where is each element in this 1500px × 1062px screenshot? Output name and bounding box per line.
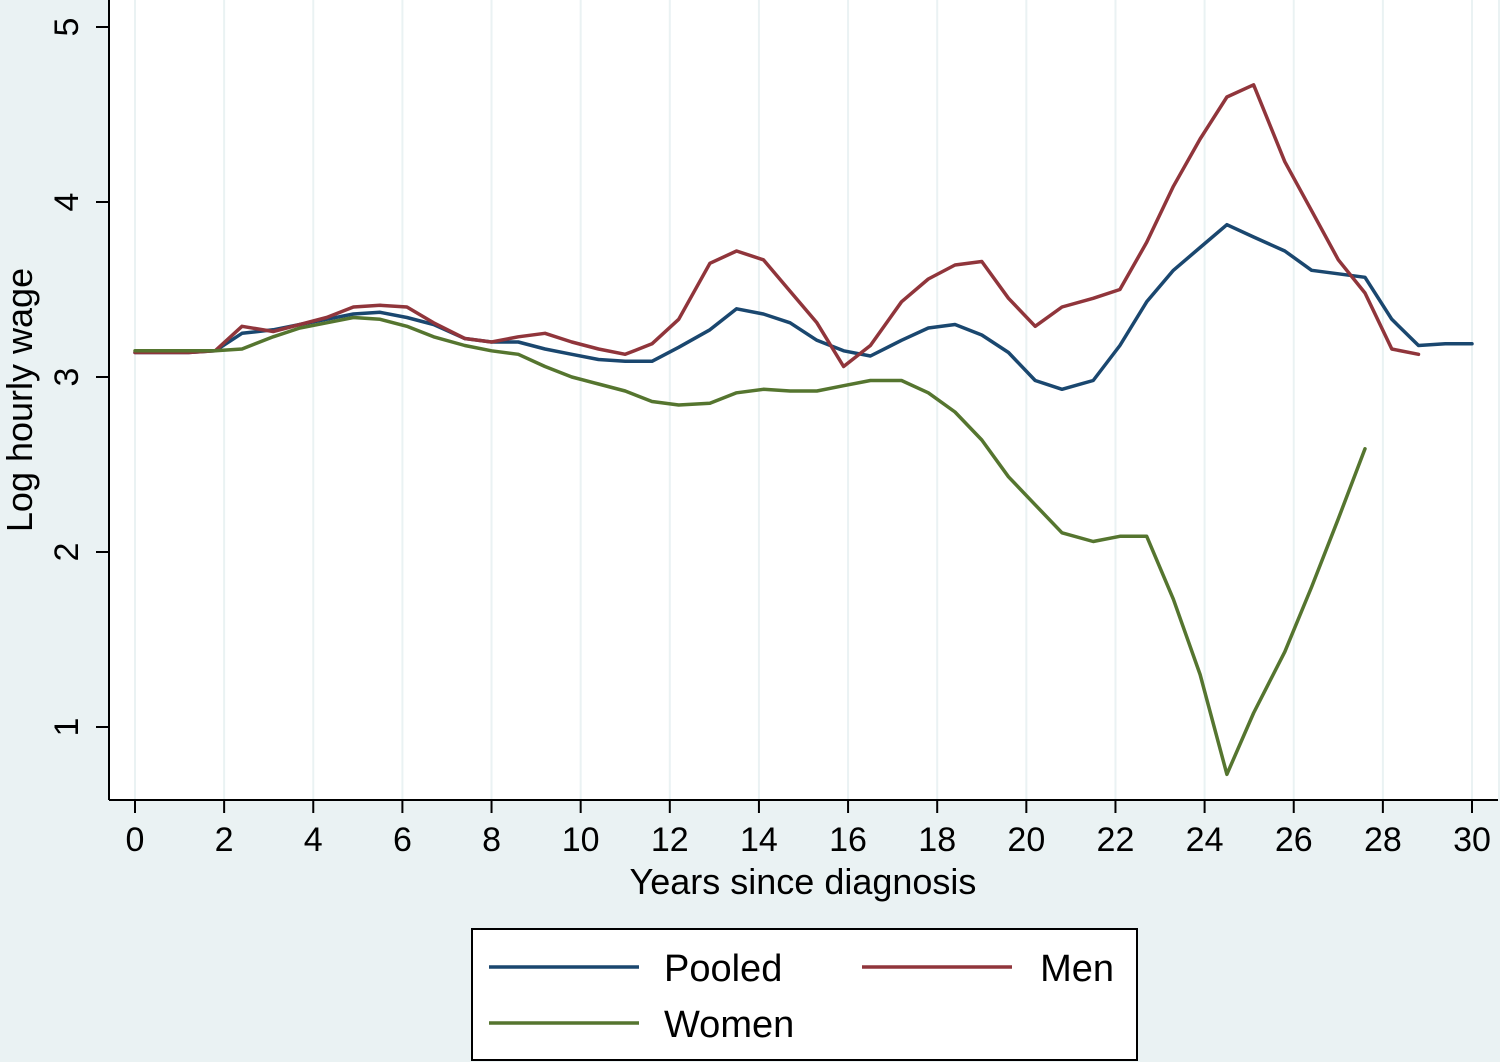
x-tick-label: 6 [393, 821, 412, 859]
series-layer [133, 83, 1474, 777]
series-line-men [133, 83, 1421, 369]
x-tick-label: 8 [482, 821, 501, 859]
y-tick-label: 2 [48, 543, 86, 562]
plot-area [109, 0, 1498, 800]
x-tick-label: 28 [1364, 821, 1402, 859]
x-tick-label: 12 [651, 821, 689, 859]
y-tick-label: 5 [48, 18, 86, 37]
x-tick-label: 22 [1097, 821, 1135, 859]
x-tick-label: 14 [740, 821, 778, 859]
legend: Pooled Men Women [471, 928, 1138, 1061]
x-tick-label: 30 [1453, 821, 1491, 859]
y-tick-label: 4 [48, 193, 86, 212]
x-tick-label: 2 [215, 821, 234, 859]
x-tick-label: 0 [126, 821, 145, 859]
legend-label-women: Women [664, 1004, 794, 1046]
x-tick-label: 26 [1275, 821, 1313, 859]
series-line-pooled [133, 222, 1474, 392]
x-tick-label: 16 [829, 821, 867, 859]
legend-box [471, 928, 1138, 1061]
x-tick-label: 18 [918, 821, 956, 859]
x-tick-label: 24 [1186, 821, 1224, 859]
y-axis-title: Log hourly wage [0, 268, 40, 532]
x-axis-title: Years since diagnosis [630, 861, 977, 902]
x-tick-label: 10 [562, 821, 600, 859]
legend-label-men: Men [1040, 948, 1114, 990]
y-tick-label: 1 [48, 718, 86, 737]
x-tick-label: 20 [1007, 821, 1045, 859]
legend-label-pooled: Pooled [664, 948, 782, 990]
series-line-women [133, 315, 1367, 777]
x-tick-label: 4 [304, 821, 323, 859]
y-tick-label: 3 [48, 368, 86, 387]
